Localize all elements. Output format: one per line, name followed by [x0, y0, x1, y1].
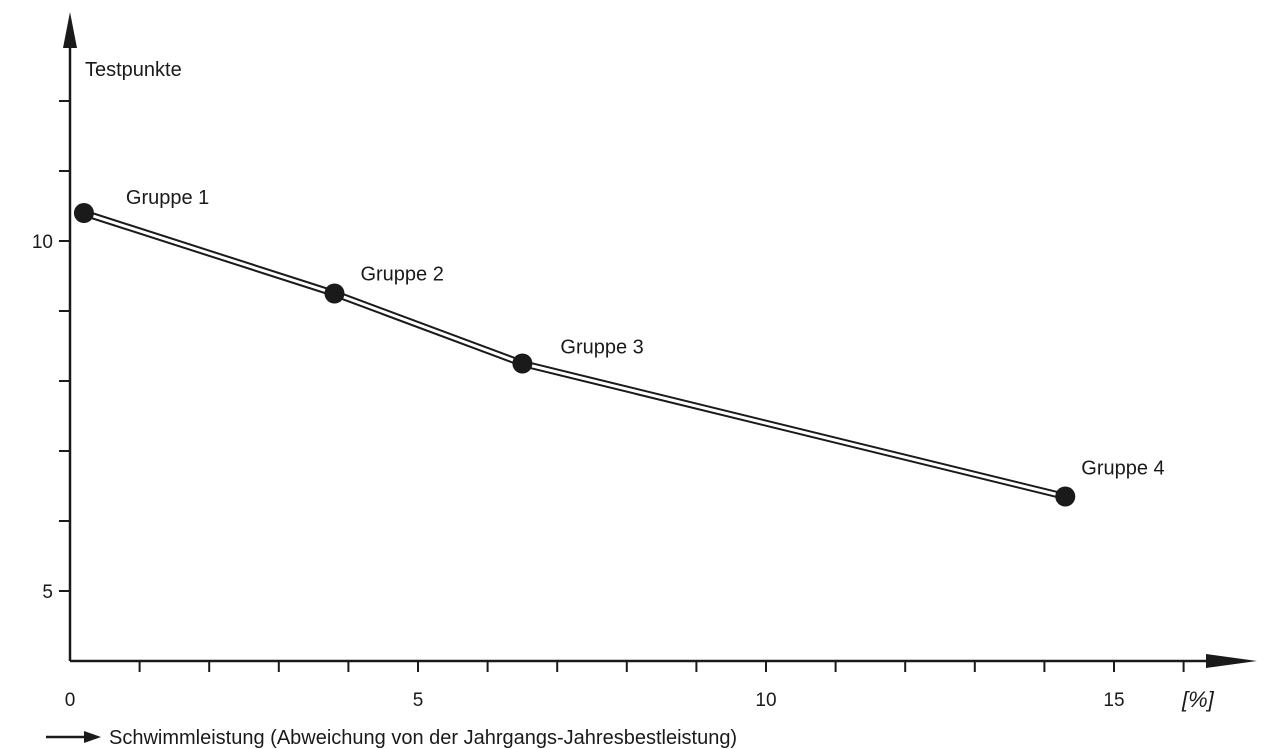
x-tick-label: 10: [755, 690, 776, 711]
chart-axes: 0 5 10 15 5 10: [32, 12, 1257, 711]
data-point: [512, 353, 533, 374]
y-axis-title: Testpunkte: [85, 59, 182, 81]
x-axis-arrow: [1206, 654, 1257, 668]
y-tick-label: 5: [42, 582, 53, 603]
x-title-arrow-head: [84, 731, 101, 743]
point-label: Gruppe 4: [1081, 458, 1164, 480]
data-point: [73, 203, 94, 223]
x-axis-unit: [%]: [1181, 687, 1215, 712]
chart-labels: Testpunkte [%] Schwimmleistung (Abweichu…: [46, 59, 1215, 749]
x-tick-label: 0: [65, 690, 76, 711]
y-axis-arrow: [63, 12, 77, 48]
x-tick-label: 5: [413, 690, 424, 711]
series-line-inner: [83, 211, 1066, 498]
point-label: Gruppe 3: [560, 337, 643, 359]
x-axis-title: Schwimmleistung (Abweichung von der Jahr…: [109, 727, 737, 749]
point-label: Gruppe 1: [126, 187, 209, 209]
data-point: [1055, 486, 1076, 507]
x-tick-label: 15: [1103, 690, 1124, 711]
point-label: Gruppe 2: [360, 264, 443, 286]
chart-series: Gruppe 1 Gruppe 2 Gruppe 3 Gruppe 4: [73, 187, 1165, 507]
data-point: [324, 283, 345, 304]
y-tick-label: 10: [32, 232, 53, 253]
